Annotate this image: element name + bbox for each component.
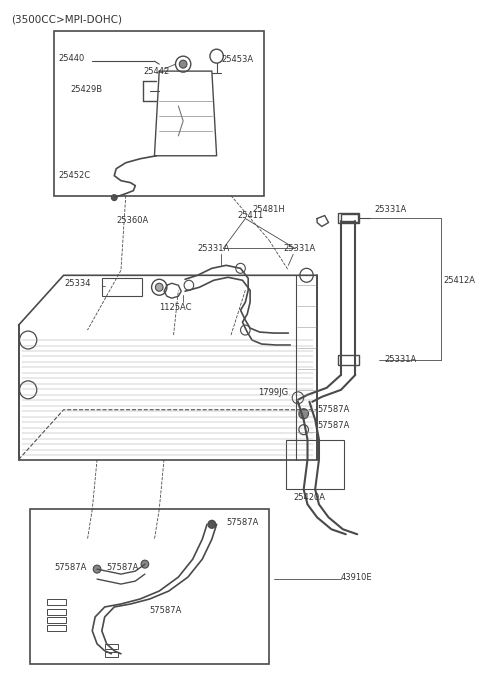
Text: 25331A: 25331A (384, 356, 416, 364)
Text: 25334: 25334 (64, 279, 91, 288)
Circle shape (93, 565, 101, 573)
Circle shape (141, 560, 149, 568)
Text: 57587A: 57587A (226, 518, 259, 527)
Text: 25481H: 25481H (252, 205, 285, 214)
Text: 1125AC: 1125AC (159, 303, 192, 312)
Text: 25420A: 25420A (293, 493, 325, 502)
Text: 25442: 25442 (143, 66, 169, 75)
Text: 25331A: 25331A (284, 244, 316, 253)
Text: 43910E: 43910E (341, 572, 372, 582)
Bar (105, 651, 118, 657)
Text: 25453A: 25453A (221, 55, 253, 64)
Bar (48, 625, 66, 631)
Text: 57587A: 57587A (54, 563, 86, 572)
Bar (30, 510, 269, 664)
Bar (48, 599, 66, 605)
Text: 25360A: 25360A (116, 216, 148, 225)
Bar (338, 355, 359, 365)
Bar (54, 31, 264, 196)
Text: 25452C: 25452C (59, 171, 91, 180)
Text: 25440: 25440 (59, 54, 85, 63)
Text: 25429B: 25429B (70, 85, 102, 94)
Circle shape (208, 520, 216, 528)
Bar (48, 609, 66, 615)
Text: 57587A: 57587A (317, 405, 349, 415)
Text: (3500CC>MPI-DOHC): (3500CC>MPI-DOHC) (11, 14, 122, 24)
Circle shape (111, 194, 117, 201)
Bar (341, 213, 358, 222)
Text: 25411: 25411 (238, 211, 264, 220)
Text: 25331A: 25331A (374, 205, 407, 214)
Bar (338, 212, 359, 222)
Circle shape (299, 409, 309, 419)
Text: 57587A: 57587A (317, 421, 349, 430)
Circle shape (180, 60, 187, 68)
Text: 57587A: 57587A (107, 563, 139, 572)
Text: 25412A: 25412A (444, 276, 475, 284)
Bar (102, 278, 142, 296)
Bar (48, 617, 66, 623)
Circle shape (156, 283, 163, 291)
Text: 25331A: 25331A (197, 244, 230, 253)
Bar (105, 644, 118, 649)
Text: 1799JG: 1799JG (258, 389, 288, 397)
Bar (287, 440, 344, 489)
Text: 57587A: 57587A (150, 607, 182, 615)
